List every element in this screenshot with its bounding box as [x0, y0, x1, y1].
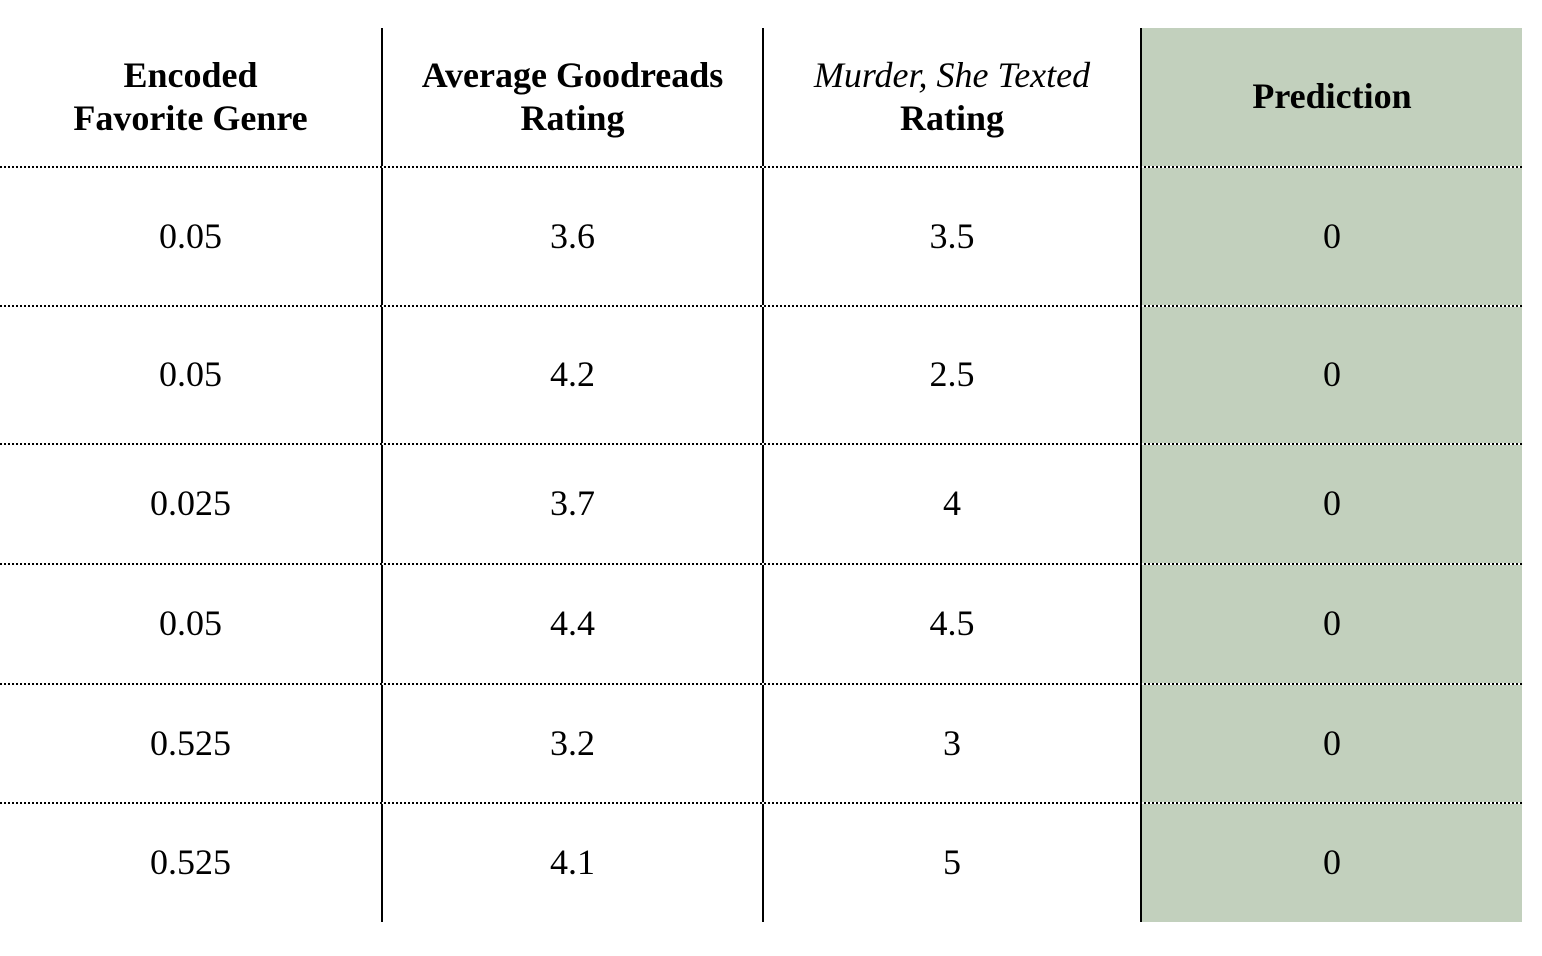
- header-line: Prediction: [1252, 76, 1412, 117]
- header-prediction: Prediction: [1140, 28, 1522, 166]
- header-murder-she-texted-rating: Murder, She Texted Rating: [762, 28, 1140, 166]
- header-line: Rating: [899, 98, 1004, 138]
- table-row: 0.05 4.4 4.5 0: [0, 563, 1522, 683]
- cell-prediction: 0: [1140, 685, 1522, 802]
- table-header-row: Encoded Favorite Genre Average Goodreads…: [0, 28, 1522, 166]
- cell-avg-goodreads-rating: 4.4: [381, 565, 762, 683]
- header-line: Favorite Genre: [73, 98, 308, 138]
- cell-prediction: 0: [1140, 445, 1522, 563]
- cell-mst-rating: 5: [762, 804, 1140, 922]
- cell-mst-rating: 3.5: [762, 168, 1140, 305]
- cell-encoded-genre: 0.05: [159, 354, 222, 395]
- cell-avg-goodreads-rating: 3.7: [381, 445, 762, 563]
- cell-prediction: 0: [1140, 168, 1522, 305]
- table-row: 0.05 3.6 3.5 0: [0, 166, 1522, 305]
- cell-mst-rating: 3: [762, 685, 1140, 802]
- header-line: Average Goodreads: [421, 54, 724, 95]
- cell-encoded-genre: 0.025: [150, 483, 231, 524]
- prediction-table: Encoded Favorite Genre Average Goodreads…: [0, 28, 1522, 922]
- cell-mst-rating: 4: [762, 445, 1140, 563]
- table-row: 0.025 3.7 4 0: [0, 443, 1522, 563]
- table-row: 0.525 3.2 3 0: [0, 683, 1522, 802]
- cell-prediction: 0: [1140, 307, 1522, 443]
- cell-avg-goodreads-rating: 4.1: [381, 804, 762, 922]
- cell-prediction: 0: [1140, 565, 1522, 683]
- cell-mst-rating: 4.5: [762, 565, 1140, 683]
- cell-encoded-genre: 0.525: [150, 722, 231, 763]
- cell-avg-goodreads-rating: 3.2: [381, 685, 762, 802]
- header-encoded-favorite-genre: Encoded Favorite Genre: [0, 28, 381, 166]
- header-line: Encoded: [123, 54, 258, 95]
- cell-encoded-genre: 0.05: [159, 603, 222, 644]
- cell-avg-goodreads-rating: 4.2: [381, 307, 762, 443]
- table-row: 0.525 4.1 5 0: [0, 802, 1522, 922]
- table-row: 0.05 4.2 2.5 0: [0, 305, 1522, 443]
- book-title-italic: Murder, She Texted: [813, 54, 1091, 95]
- header-line: Rating: [520, 98, 625, 138]
- cell-avg-goodreads-rating: 3.6: [381, 168, 762, 305]
- cell-encoded-genre: 0.525: [150, 842, 231, 883]
- cell-prediction: 0: [1140, 804, 1522, 922]
- cell-encoded-genre: 0.05: [159, 215, 222, 256]
- header-average-goodreads-rating: Average Goodreads Rating: [381, 28, 762, 166]
- cell-mst-rating: 2.5: [762, 307, 1140, 443]
